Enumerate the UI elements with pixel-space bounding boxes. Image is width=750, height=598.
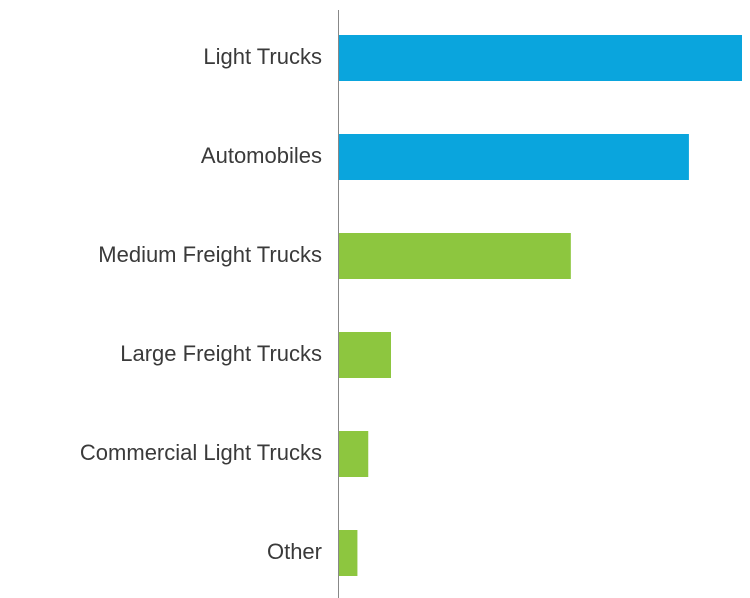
category-label: Light Trucks (203, 44, 322, 69)
category-label: Medium Freight Trucks (98, 242, 322, 267)
bar (339, 35, 742, 81)
bar (339, 134, 689, 180)
bar (339, 530, 358, 576)
bar (339, 332, 391, 378)
category-label: Other (267, 539, 322, 564)
bar (339, 431, 369, 477)
bar (339, 233, 571, 279)
category-label: Automobiles (201, 143, 322, 168)
category-label: Large Freight Trucks (120, 341, 322, 366)
category-label: Commercial Light Trucks (80, 440, 322, 465)
